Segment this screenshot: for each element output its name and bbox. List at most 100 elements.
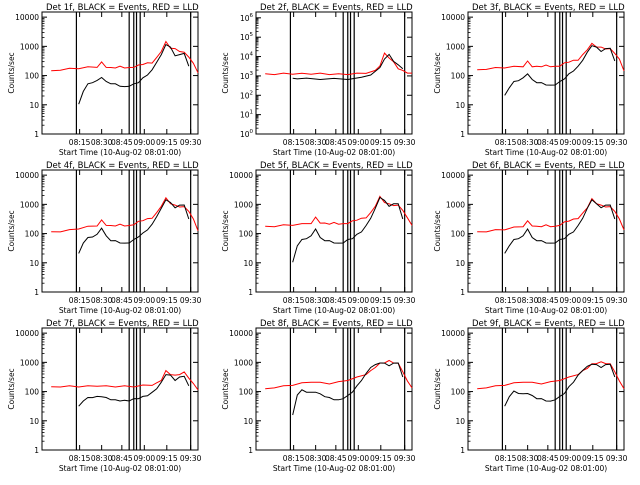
series-events-line: [504, 45, 616, 96]
y-tick-label: 1: [460, 288, 465, 297]
series-lld-line: [51, 369, 199, 391]
y-axis-label: Counts/sec: [433, 368, 442, 409]
y-tick-label: 1: [460, 446, 465, 455]
x-tick-label: 09:15: [370, 138, 392, 147]
x-tick-label: 09:00: [134, 138, 156, 147]
plot-frame: [255, 169, 413, 293]
x-tick-label: 09:15: [156, 138, 178, 147]
x-tick-label: 09:30: [606, 138, 628, 147]
x-tick-label: 08:15: [69, 454, 91, 463]
x-tick-label: 08:45: [325, 138, 347, 147]
x-tick-label: 09:15: [582, 454, 604, 463]
x-tick-label: 08:30: [305, 454, 327, 463]
y-tick-label: 1000: [446, 42, 465, 51]
y-tick-label: 1000: [20, 200, 39, 209]
y-tick-label: 10000: [229, 329, 253, 338]
panel-title: Det 5f, BLACK = Events, RED = LLD: [260, 161, 413, 171]
series-lld-line: [265, 52, 412, 76]
x-tick-label: 08:45: [537, 138, 559, 147]
y-tick-label: 100: [451, 72, 466, 81]
x-tick-label: 09:00: [560, 296, 582, 305]
panel-title: Det 9f, BLACK = Events, RED = LLD: [472, 319, 625, 329]
y-tick-label: 102: [240, 90, 253, 100]
x-tick-label: 08:30: [91, 454, 113, 463]
y-axis-label: Counts/sec: [221, 368, 230, 409]
y-tick-label: 104: [240, 52, 254, 62]
y-tick-label: 100: [25, 72, 40, 81]
y-axis-label: Counts/sec: [433, 52, 442, 93]
y-axis-label: Counts/sec: [221, 210, 230, 251]
x-tick-label: 08:45: [111, 296, 133, 305]
y-tick-label: 100: [25, 388, 40, 397]
x-tick-label: 08:30: [305, 138, 327, 147]
x-tick-label: 08:45: [111, 138, 133, 147]
x-axis-label: Start Time (10-Aug-02 08:01:00): [59, 306, 181, 315]
x-tick-label: 08:15: [495, 296, 517, 305]
x-tick-label: 08:30: [517, 138, 539, 147]
y-tick-label: 100: [451, 230, 466, 239]
x-axis-label: Start Time (10-Aug-02 08:01:00): [485, 306, 607, 315]
panel-title: Det 4f, BLACK = Events, RED = LLD: [46, 161, 199, 171]
y-axis-label: Counts/sec: [433, 210, 442, 251]
panel-6: Det 6f, BLACK = Events, RED = LLD 1 10 100 1…: [433, 161, 628, 315]
x-tick-label: 09:00: [348, 454, 370, 463]
series-events-line: [292, 196, 404, 263]
panel-title: Det 6f, BLACK = Events, RED = LLD: [472, 161, 625, 171]
x-tick-label: 08:30: [517, 454, 539, 463]
x-tick-label: 09:15: [156, 296, 178, 305]
y-tick-label: 10000: [441, 329, 465, 338]
panel-title: Det 2f, BLACK = Events, RED = LLD: [260, 3, 413, 13]
panel-1: Det 1f, BLACK = Events, RED = LLD 1 10 100 1…: [7, 3, 202, 157]
series-lld-line: [265, 195, 413, 228]
x-tick-label: 09:15: [156, 454, 178, 463]
plot-frame: [41, 11, 199, 135]
y-tick-label: 10: [29, 259, 39, 268]
x-tick-label: 09:15: [582, 138, 604, 147]
y-tick-label: 1000: [20, 42, 39, 51]
x-tick-label: 08:45: [325, 296, 347, 305]
x-tick-label: 08:15: [495, 454, 517, 463]
x-tick-label: 08:30: [305, 296, 327, 305]
panel-5: Det 5f, BLACK = Events, RED = LLD 1 10 100 1…: [221, 161, 416, 315]
panel-3: Det 3f, BLACK = Events, RED = LLD 1 10 100 1…: [433, 3, 628, 157]
y-tick-label: 1: [34, 130, 39, 139]
panel-9: Det 9f, BLACK = Events, RED = LLD 1 10 100 1…: [433, 319, 628, 473]
y-tick-label: 1: [248, 288, 253, 297]
y-axis-label: Counts/sec: [7, 368, 16, 409]
x-tick-label: 09:00: [560, 138, 582, 147]
panel-4: Det 4f, BLACK = Events, RED = LLD 1 10 100 1…: [7, 161, 202, 315]
series-events-line: [504, 363, 616, 407]
y-axis-label: Counts/sec: [7, 210, 16, 251]
y-tick-label: 100: [239, 230, 254, 239]
series-events-line: [78, 199, 190, 254]
plot-frame: [467, 11, 625, 135]
y-tick-label: 106: [240, 13, 254, 23]
y-tick-label: 1: [34, 288, 39, 297]
x-tick-label: 09:00: [348, 138, 370, 147]
y-tick-label: 100: [240, 129, 254, 139]
series-events-line: [78, 43, 190, 105]
y-tick-label: 10: [29, 417, 39, 426]
y-tick-label: 10000: [15, 171, 39, 180]
x-tick-label: 08:15: [283, 454, 305, 463]
series-events-line: [292, 53, 404, 81]
y-tick-label: 1000: [20, 358, 39, 367]
y-tick-label: 10: [29, 101, 39, 110]
y-tick-label: 10000: [15, 13, 39, 22]
y-tick-label: 100: [239, 388, 254, 397]
x-tick-label: 09:15: [370, 454, 392, 463]
x-tick-label: 09:00: [560, 454, 582, 463]
y-tick-label: 10: [455, 101, 465, 110]
x-axis-label: Start Time (10-Aug-02 08:01:00): [485, 464, 607, 473]
x-axis-label: Start Time (10-Aug-02 08:01:00): [273, 306, 395, 315]
x-tick-label: 09:30: [394, 138, 416, 147]
y-tick-label: 1000: [234, 358, 253, 367]
x-tick-label: 08:45: [111, 454, 133, 463]
y-axis-label: Counts/sec: [221, 52, 230, 93]
y-tick-label: 105: [240, 32, 254, 42]
x-axis-label: Start Time (10-Aug-02 08:01:00): [485, 148, 607, 157]
series-lld-line: [477, 42, 625, 72]
y-tick-label: 103: [240, 71, 254, 81]
plot-frame: [467, 327, 625, 451]
